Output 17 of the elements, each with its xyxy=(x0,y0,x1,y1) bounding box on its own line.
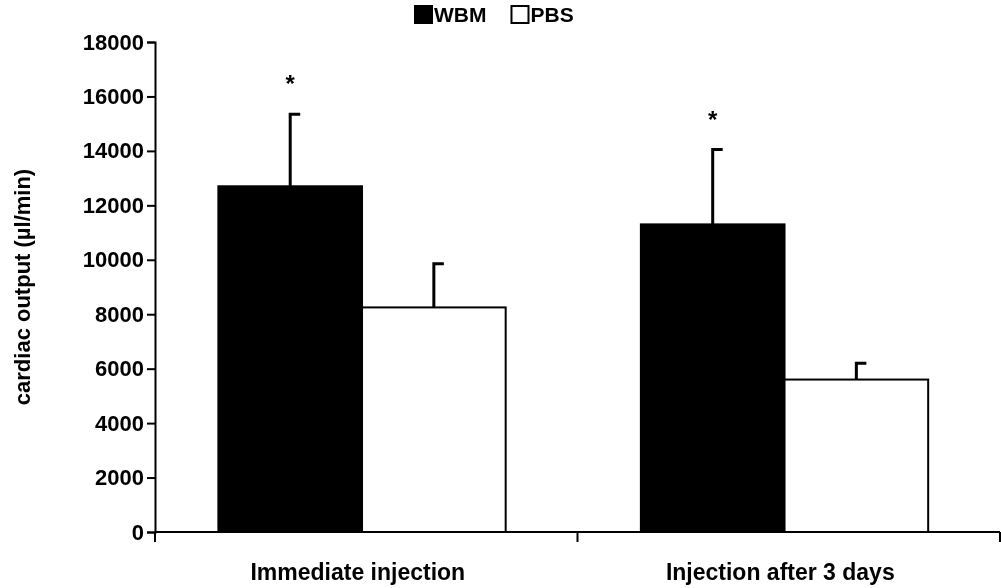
x-tick-label: Immediate injection xyxy=(250,559,466,585)
y-tick-label: 10000 xyxy=(82,247,144,273)
y-tick-label: 12000 xyxy=(82,192,144,218)
y-tick-label: 14000 xyxy=(82,138,144,164)
y-tick-label: 2000 xyxy=(95,465,144,491)
y-axis-title: cardiac output (µl/min) xyxy=(10,168,35,406)
y-tick-label: 6000 xyxy=(95,356,144,382)
annotation: * xyxy=(285,70,296,98)
legend-label: PBS xyxy=(530,3,574,26)
y-tick-label: 0 xyxy=(131,519,144,545)
annotation: * xyxy=(708,105,719,133)
y-tick-label: 16000 xyxy=(82,83,144,109)
y-tick-label: 8000 xyxy=(95,301,144,327)
x-tick-label: Injection after 3 days xyxy=(665,559,895,585)
legend-label: WBM xyxy=(434,3,487,26)
y-tick-label: 4000 xyxy=(95,410,144,436)
y-tick-label: 18000 xyxy=(82,29,144,55)
